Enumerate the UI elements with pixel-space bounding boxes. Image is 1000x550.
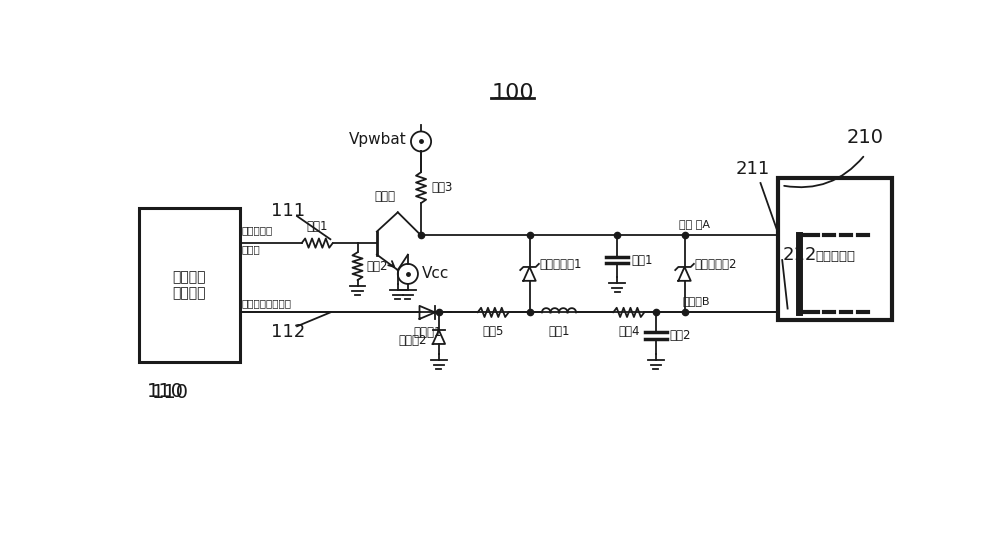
Text: 互锁检测信: 互锁检测信 [241,226,272,235]
Text: 电容1: 电容1 [631,254,653,267]
Text: 二极管2: 二极管2 [399,334,427,348]
Text: 112: 112 [271,323,305,340]
Text: 电阻2: 电阻2 [367,260,388,273]
Text: 击穿二极管1: 击穿二极管1 [540,258,582,271]
Text: 212: 212 [782,246,817,263]
Text: 111: 111 [271,202,305,220]
Text: 电感1: 电感1 [548,324,570,338]
Bar [778,178,892,320]
Text: Vpwbat: Vpwbat [349,133,407,147]
Text: 二极管1: 二极管1 [413,326,442,339]
Text: 211: 211 [736,160,770,178]
Text: 号输出: 号输出 [241,244,260,254]
Text: 电阻3: 电阻3 [431,181,452,194]
Text: 互锁线B: 互锁线B [683,296,710,306]
Text: 电阻5: 电阻5 [482,324,504,338]
Text: 110: 110 [152,383,189,402]
Text: Vcc: Vcc [422,266,449,282]
Text: 三极管: 三极管 [374,190,395,203]
Text: 电阻1: 电阻1 [306,220,328,233]
Text: 电容2: 电容2 [670,329,691,342]
Text: 击穿二极管2: 击穿二极管2 [695,258,737,271]
Text: 110: 110 [147,382,184,401]
Text: 高压接插件: 高压接插件 [815,250,855,263]
Text: 高压部件
控制模块: 高压部件 控制模块 [173,271,206,300]
Text: 互锁检测信号输入: 互锁检测信号输入 [241,299,291,309]
Text: 210: 210 [847,128,884,147]
Text: 100: 100 [491,83,534,103]
Bar [139,208,240,362]
Text: 电阻4: 电阻4 [618,324,640,338]
Text: 互锁 线A: 互锁 线A [679,219,710,229]
